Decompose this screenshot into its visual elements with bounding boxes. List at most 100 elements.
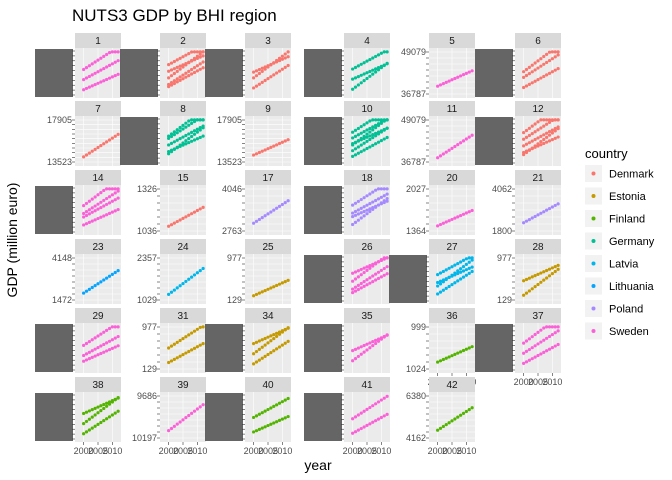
data-point (545, 336, 549, 340)
facet-strip-label: 1 (95, 36, 101, 47)
data-point (96, 405, 100, 409)
data-point (371, 128, 375, 132)
data-point (553, 136, 557, 140)
data-point (371, 68, 375, 72)
data-point (379, 51, 383, 55)
data-point (195, 127, 199, 131)
data-point (172, 130, 176, 134)
data-point (190, 72, 194, 76)
data-point (277, 141, 282, 146)
data-point (254, 429, 259, 433)
data-point (167, 76, 171, 80)
data-point (351, 417, 355, 421)
data-point (275, 60, 279, 64)
data-point (269, 210, 273, 214)
data-point (362, 148, 366, 152)
facet-panel: 9 17905 13523 (217, 101, 291, 167)
data-point (272, 144, 276, 148)
data-point (371, 125, 375, 129)
data-point (263, 336, 267, 341)
facet-strip-label: 42 (446, 380, 458, 391)
data-point (99, 205, 103, 210)
data-point (353, 209, 358, 214)
data-point (181, 65, 185, 69)
data-point (84, 66, 89, 70)
data-point (283, 327, 287, 332)
data-point (263, 425, 267, 429)
data-point (269, 286, 273, 290)
data-point (453, 273, 457, 277)
data-point (107, 348, 112, 352)
data-point (283, 280, 287, 284)
data-point (84, 419, 89, 424)
data-point (167, 136, 171, 140)
data-point (470, 406, 474, 410)
data-point (374, 131, 378, 135)
data-point (539, 328, 543, 332)
data-point (353, 415, 358, 419)
data-point (453, 352, 457, 356)
data-point (110, 325, 114, 329)
data-point (550, 131, 554, 135)
data-point (272, 404, 276, 409)
data-point (527, 289, 531, 293)
data-point (385, 333, 389, 337)
data-point (184, 121, 188, 125)
data-point (382, 63, 386, 67)
legend-label: Poland (609, 304, 643, 316)
data-point (436, 292, 440, 296)
legend-swatch (591, 329, 596, 333)
data-point (376, 339, 381, 343)
data-point (87, 350, 91, 354)
data-point (263, 354, 267, 358)
data-point (438, 426, 443, 430)
data-point (382, 194, 386, 198)
data-point (368, 207, 372, 211)
data-point (368, 281, 372, 285)
data-point (84, 352, 89, 356)
data-point (547, 206, 552, 211)
data-point (275, 334, 279, 339)
y-tick-label: 4046 (222, 184, 242, 194)
data-point (113, 336, 117, 340)
data-point (257, 427, 261, 431)
data-point (524, 219, 529, 223)
data-point (116, 132, 120, 136)
facet-strip-label: 3 (265, 36, 271, 47)
data-point (374, 278, 378, 282)
y-tick-label: 1024 (406, 364, 426, 374)
data-point (365, 139, 369, 143)
data-point (362, 284, 366, 288)
facet-strip-label: 41 (361, 380, 373, 391)
data-point (181, 73, 185, 77)
data-point (382, 200, 386, 205)
data-point (436, 360, 440, 364)
data-point (277, 56, 282, 60)
data-point (113, 209, 117, 213)
data-point (252, 70, 256, 74)
facet-panel: 14 (35, 170, 121, 235)
data-point (461, 212, 466, 216)
y-tick-labels-overlapping (35, 186, 73, 234)
legend-label: Sweden (609, 326, 649, 338)
data-point (530, 275, 534, 279)
legend-label: Latvia (609, 259, 639, 271)
x-tick-label: 2005 (173, 446, 193, 456)
data-point (365, 407, 369, 412)
data-point (195, 137, 199, 141)
facet-strip (245, 239, 291, 254)
data-point (113, 187, 117, 191)
data-point (283, 341, 287, 345)
data-point (382, 257, 386, 261)
data-point (110, 199, 114, 203)
y-tick-label: 4162 (406, 433, 426, 443)
y-tick-labels-overlapping (304, 117, 342, 165)
data-point (99, 409, 103, 413)
data-point (96, 282, 100, 286)
data-point (252, 415, 256, 420)
data-point (536, 142, 540, 146)
data-point (385, 187, 389, 191)
data-point (530, 346, 534, 350)
data-point (362, 280, 366, 284)
data-point (110, 136, 114, 140)
